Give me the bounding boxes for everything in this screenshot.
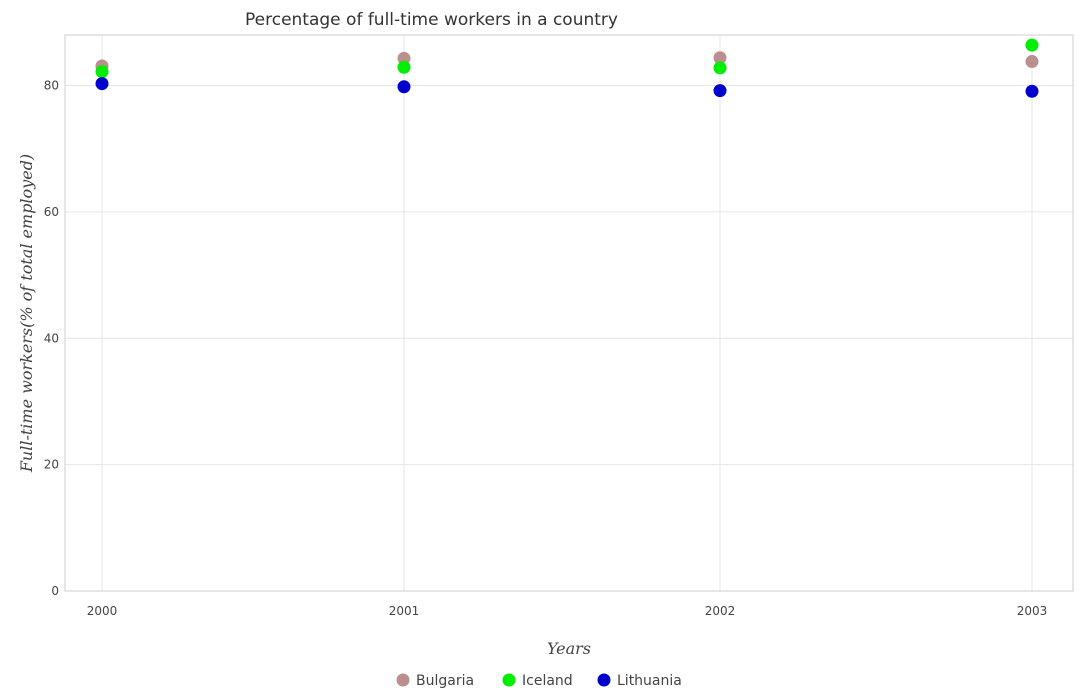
- legend-label-iceland: Iceland: [522, 673, 573, 689]
- legend-marker-bulgaria: [396, 673, 410, 687]
- data-point-lithuania: [713, 84, 727, 98]
- data-point-iceland: [397, 60, 411, 74]
- plot-frame: [64, 34, 1074, 592]
- y-tick-label: 20: [44, 458, 59, 472]
- grid: [65, 35, 1073, 592]
- x-tick-label: 2002: [705, 604, 736, 618]
- y-axis-label: Full-time workers(% of total employed): [17, 154, 36, 473]
- data-point-bulgaria: [713, 51, 727, 65]
- y-tick-label: 80: [44, 79, 59, 93]
- data-point-iceland: [95, 65, 109, 79]
- x-tick-label: 2003: [1017, 604, 1048, 618]
- legend-label-lithuania: Lithuania: [617, 673, 682, 689]
- y-tick-labels: 0 20 40 60 80: [44, 79, 59, 598]
- data-point-lithuania: [1025, 84, 1039, 98]
- data-points: [95, 38, 1039, 98]
- x-tick-label: 2001: [389, 604, 420, 618]
- y-tick-label: 60: [44, 205, 59, 219]
- data-point-lithuania: [397, 80, 411, 94]
- x-tick-labels: 2000 2001 2002 2003: [87, 604, 1048, 618]
- legend-marker-lithuania: [597, 673, 611, 687]
- data-point-iceland: [1025, 38, 1039, 52]
- data-point-bulgaria: [1025, 55, 1039, 69]
- legend-marker-iceland: [502, 673, 516, 687]
- chart-title: Percentage of full-time workers in a cou…: [245, 10, 618, 30]
- y-tick-label: 40: [44, 331, 59, 345]
- legend: Bulgaria Iceland Lithuania: [396, 673, 682, 689]
- x-axis-label: Years: [547, 639, 591, 658]
- data-point-lithuania: [95, 77, 109, 91]
- legend-label-bulgaria: Bulgaria: [416, 673, 474, 689]
- y-tick-label: 0: [51, 584, 59, 598]
- data-point-iceland: [713, 61, 727, 75]
- x-tick-label: 2000: [87, 604, 118, 618]
